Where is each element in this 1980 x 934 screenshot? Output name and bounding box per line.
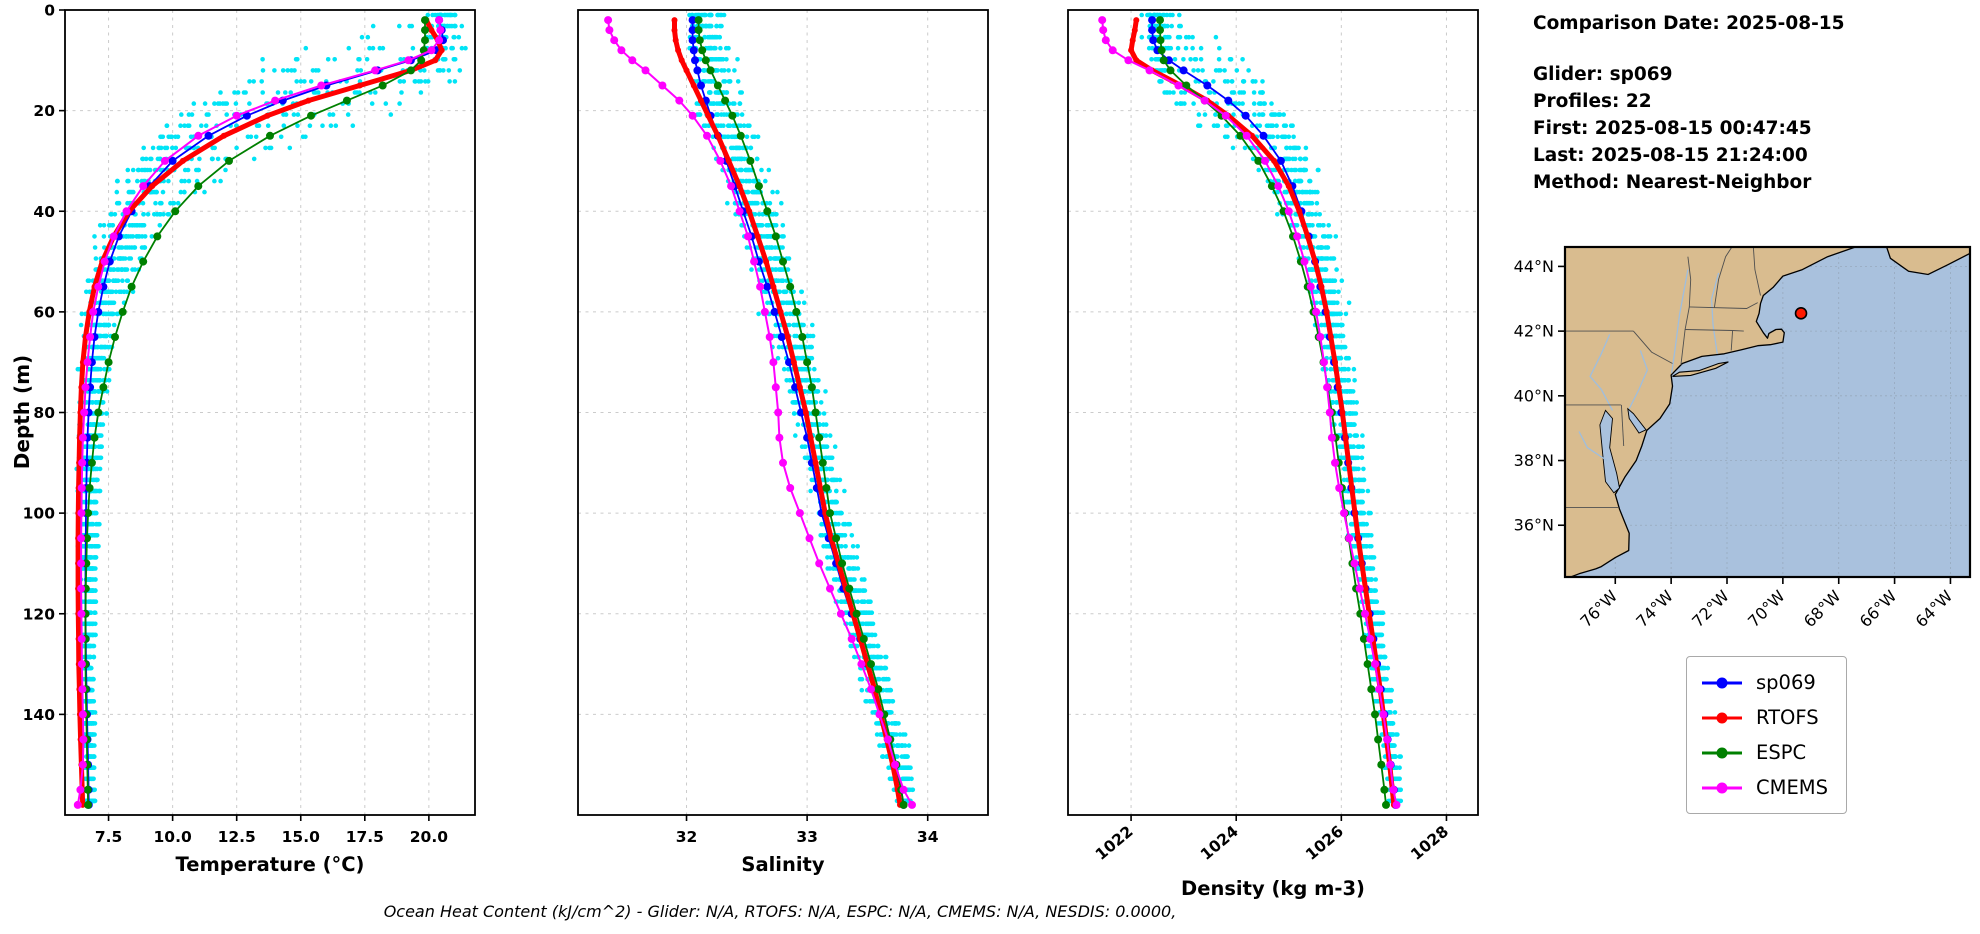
salinity-profile-panel: 32 33 34 Salinity xyxy=(577,9,989,876)
first-profile-time-text: First: 2025-08-15 00:47:45 xyxy=(1533,118,1812,139)
svg-text:32: 32 xyxy=(676,828,698,846)
legend-label: sp069 xyxy=(1756,671,1816,694)
legend-entry-sp069: sp069 xyxy=(1699,665,1828,700)
svg-text:34: 34 xyxy=(917,828,939,846)
legend-marker-icon xyxy=(1702,782,1742,793)
comparison-info-block: Comparison Date: 2025-08-15 Glider: sp06… xyxy=(1533,10,1845,196)
last-profile-time-text: Last: 2025-08-15 21:24:00 xyxy=(1533,145,1808,166)
svg-text:40: 40 xyxy=(33,203,55,221)
svg-text:10.0: 10.0 xyxy=(154,828,192,846)
legend-label: RTOFS xyxy=(1756,706,1819,729)
info-spacer xyxy=(1533,37,1845,61)
legend-label: CMEMS xyxy=(1756,776,1828,799)
legend: sp069 RTOFS ESPC CMEMS xyxy=(1686,656,1847,814)
glider-id-text: Glider: sp069 xyxy=(1533,64,1673,85)
svg-text:140: 140 xyxy=(23,706,56,724)
svg-text:7.5: 7.5 xyxy=(95,828,122,846)
location-map: 36°N38°N40°N42°N44°N76°W 74°W 72°W 70°W 68°W… xyxy=(1514,245,1972,631)
svg-text:33: 33 xyxy=(796,828,818,846)
svg-text:20: 20 xyxy=(33,102,55,120)
legend-label: ESPC xyxy=(1756,741,1807,764)
svg-text:Temperature (°C): Temperature (°C) xyxy=(176,853,365,876)
legend-entry-rtofs: RTOFS xyxy=(1699,700,1828,735)
legend-entry-espc: ESPC xyxy=(1699,735,1828,770)
svg-text:100: 100 xyxy=(23,505,56,523)
legend-marker-icon xyxy=(1702,712,1742,723)
legend-entry-cmems: CMEMS xyxy=(1699,770,1828,805)
svg-text:12.5: 12.5 xyxy=(218,828,256,846)
svg-text:60: 60 xyxy=(33,303,55,321)
comparison-date-text: Comparison Date: 2025-08-15 xyxy=(1533,13,1845,34)
svg-text:80: 80 xyxy=(33,404,55,422)
svg-text:15.0: 15.0 xyxy=(282,828,320,846)
profiles-count-text: Profiles: 22 xyxy=(1533,91,1652,112)
svg-text:120: 120 xyxy=(23,605,56,623)
legend-marker-icon xyxy=(1702,747,1742,758)
temperature-profile-panel: 7.5 10.0 12.5 15.0 17.5 20.0 0 20 40 60 80 100 120 14… xyxy=(23,2,476,876)
legend-marker-icon xyxy=(1702,677,1742,688)
svg-text:0: 0 xyxy=(44,2,55,20)
ocean-heat-content-caption: Ocean Heat Content (kJ/cm^2) - Glider: N… xyxy=(383,902,1177,921)
svg-text:17.5: 17.5 xyxy=(346,828,384,846)
svg-text:Salinity: Salinity xyxy=(741,853,824,876)
method-text: Method: Nearest-Neighbor xyxy=(1533,172,1812,193)
svg-text:20.0: 20.0 xyxy=(410,828,448,846)
